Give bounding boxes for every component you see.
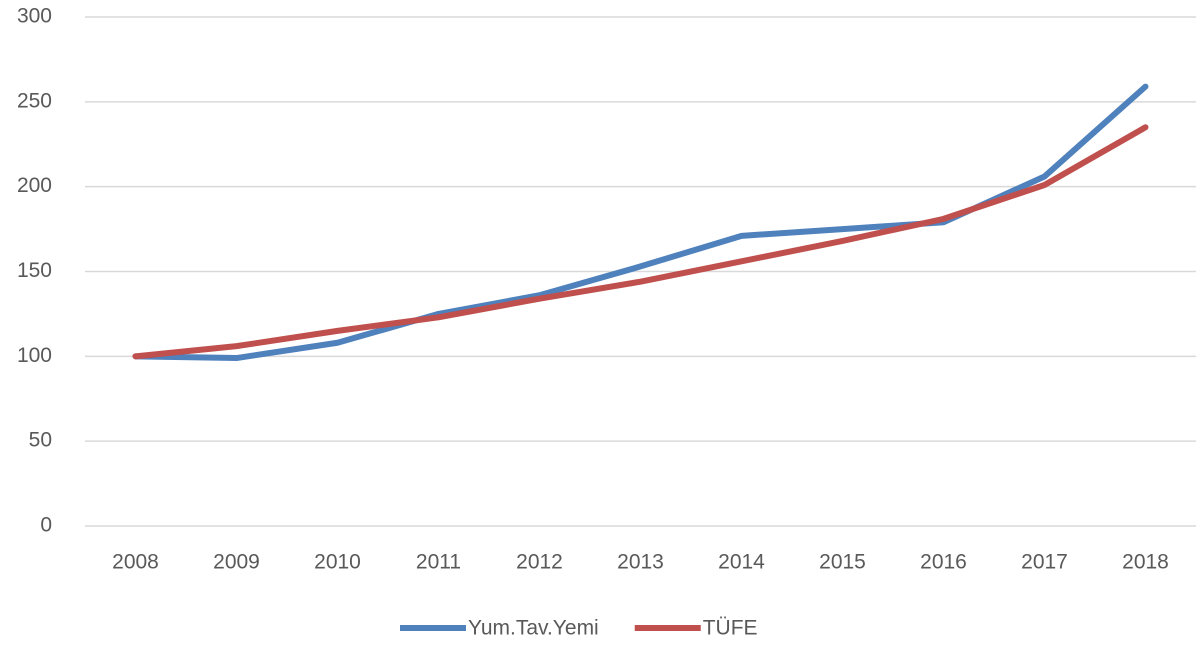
x-tick-label: 2011 [416,551,461,574]
x-tick-label: 2012 [516,551,563,574]
x-tick-label: 2010 [314,551,361,574]
x-tick-label: 2009 [213,551,260,574]
legend-label: TÜFE [703,617,758,640]
x-tick-label: 2015 [819,551,866,574]
x-tick-label: 2013 [617,551,664,574]
x-tick-label: 2017 [1021,551,1068,574]
y-tick-label: 150 [17,259,52,282]
x-tick-label: 2014 [718,551,765,574]
x-tick-label: 2018 [1122,551,1169,574]
x-tick-label: 2008 [112,551,159,574]
y-tick-label: 250 [17,89,52,112]
y-tick-label: 100 [17,344,52,367]
series-line [132,124,1149,360]
y-tick-label: 200 [17,174,52,197]
x-tick-label: 2016 [920,551,967,574]
legend-label: Yum.Tav.Yemi [468,617,599,640]
y-tick-label: 0 [40,514,52,537]
series-line [132,83,1149,362]
y-tick-label: 300 [17,5,52,28]
y-tick-label: 50 [29,429,52,452]
